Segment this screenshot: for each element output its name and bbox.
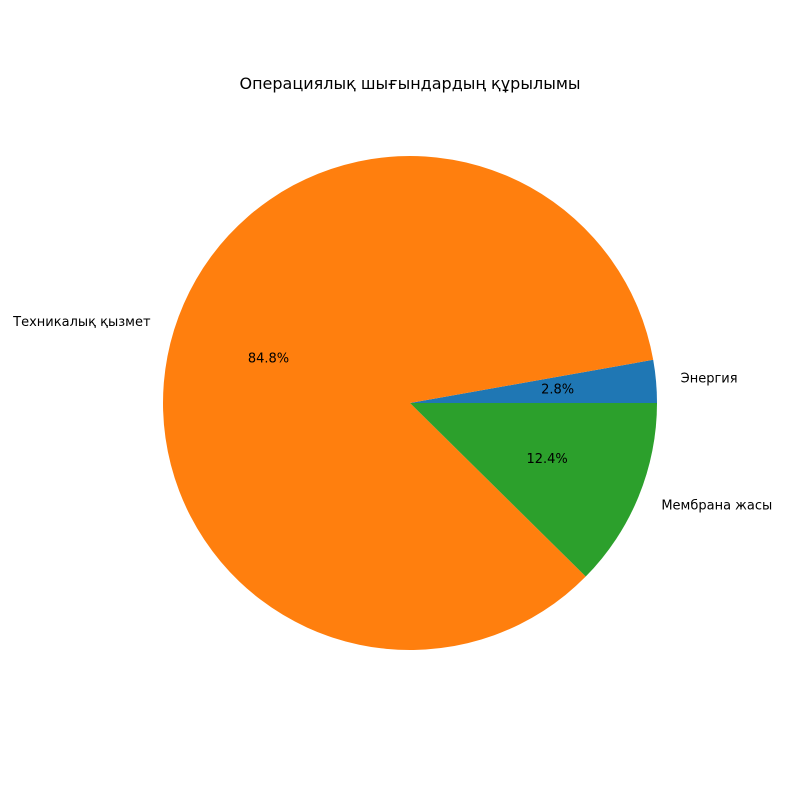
- slice-percent-0: 2.8%: [541, 382, 574, 397]
- slice-percent-1: 84.8%: [248, 351, 289, 366]
- pie-slice-2: [410, 403, 657, 577]
- slice-percent-2: 12.4%: [526, 452, 567, 467]
- pie-slice-0: [410, 359, 657, 403]
- pie-slice-1: [163, 155, 654, 650]
- slice-label-0: Энергия: [681, 372, 738, 387]
- slice-label-1: Техникалық қызмет: [12, 315, 151, 330]
- pie-labels: Энергия 2.8% Техникалық қызмет 84.8% Мембран…: [12, 315, 772, 514]
- chart-title: Операциялық шығындардың құрылымы: [239, 74, 580, 93]
- pie-slices: [163, 155, 657, 650]
- slice-label-2: Мембрана жасы: [661, 499, 772, 514]
